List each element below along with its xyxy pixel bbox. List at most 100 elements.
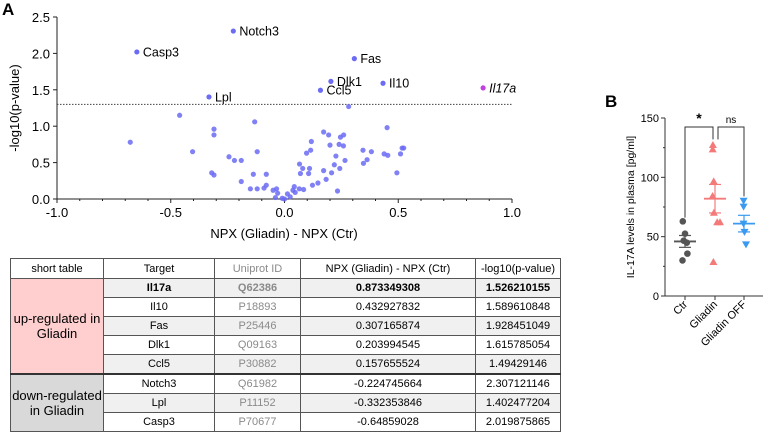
data-point	[333, 153, 339, 159]
data-point	[189, 149, 196, 155]
data-point	[263, 171, 269, 177]
labeled-point	[230, 28, 236, 34]
table-row: Ccl5 P30882 0.157655524 1.49429146	[11, 354, 561, 375]
data-point	[127, 139, 133, 145]
cell-npx: 0.157655524	[300, 354, 476, 375]
x-tick-label: -0.5	[160, 205, 182, 220]
table-row: up-regulated in Gliadin Il17a Q62386 0.8733…	[10, 278, 561, 375]
data-point	[308, 138, 314, 145]
data-point	[323, 176, 329, 182]
data-point	[708, 145, 717, 153]
cell-pvalue: 1.402477204	[475, 393, 561, 413]
cell-npx: -0.224745664	[300, 373, 476, 394]
point-label: Notch3	[239, 25, 279, 39]
x-tick-label: 0.5	[389, 205, 407, 220]
cell-target: Il17a	[103, 278, 215, 298]
data-point	[401, 145, 407, 151]
significance-bracket	[717, 126, 745, 197]
point-label: Fas	[360, 52, 381, 66]
data-point	[252, 119, 258, 125]
data-point	[340, 143, 347, 149]
cell-pvalue: 1.928451049	[475, 316, 561, 336]
data-point	[296, 186, 302, 192]
y-tick-label: 150	[641, 113, 659, 125]
x-tick-label: Ctr	[671, 298, 690, 317]
data-point	[384, 125, 390, 131]
cell-uniprot: Q62386	[214, 278, 301, 298]
data-point	[211, 132, 217, 138]
y-tick-label: 2.0	[32, 46, 50, 61]
cell-npx: 0.873349308	[300, 278, 476, 298]
data-point	[334, 188, 341, 194]
data-point	[315, 180, 321, 186]
cell-npx: -0.332353846	[300, 393, 476, 413]
x-tick-label: -1.0	[46, 205, 68, 220]
labeled-point	[134, 49, 140, 55]
y-tick-label: 2.5	[32, 10, 50, 25]
cell-pvalue: 1.589610848	[475, 297, 561, 317]
y-axis-label: -log10(p-value)	[7, 64, 22, 151]
data-point	[341, 132, 347, 138]
data-point	[321, 129, 327, 135]
data-point	[247, 186, 253, 192]
data-point	[709, 257, 718, 265]
y-tick-label: 0	[653, 291, 659, 303]
significance-label: *	[696, 110, 702, 126]
data-point	[281, 196, 288, 202]
data-point	[309, 182, 316, 188]
x-tick-label: 1.0	[503, 205, 521, 220]
data-point	[292, 189, 298, 196]
data-point	[272, 194, 278, 201]
table-header: short table Target Uniprot ID NPX (Gliad…	[10, 258, 561, 279]
data-point	[238, 157, 244, 164]
table-row: Lpl P11152 -0.332353846 1.402477204	[11, 393, 561, 413]
data-point	[709, 208, 718, 216]
data-point	[337, 165, 343, 172]
x-tick-label: 0.0	[275, 205, 293, 220]
y-tick-label: 0.5	[32, 156, 50, 171]
point-label: Il17a	[489, 81, 516, 95]
data-point	[250, 171, 256, 177]
short-table: short table Target Uniprot ID NPX (Gliad…	[10, 258, 561, 432]
data-point	[301, 186, 307, 193]
cell-target: Fas	[103, 316, 215, 336]
data-point	[360, 147, 366, 153]
cell-target: Notch3	[103, 373, 215, 394]
labeled-point	[380, 80, 386, 86]
cell-target: Casp3	[103, 412, 215, 432]
data-point	[211, 172, 217, 178]
cell-target: Ccl5	[103, 354, 215, 375]
data-point	[296, 161, 303, 167]
table-row: Fas P25446 0.307165874 1.928451049	[11, 316, 561, 336]
point-label: Dlk1	[337, 75, 362, 89]
data-point	[300, 165, 306, 172]
header-npx: NPX (Gliadin) - NPX (Ctr)	[300, 258, 476, 279]
cell-uniprot: P18893	[214, 297, 301, 317]
data-point	[211, 126, 217, 132]
cell-target: Il10	[103, 297, 215, 317]
header-pvalue: -log10(p-value)	[475, 258, 561, 279]
data-point	[739, 197, 748, 205]
data-point	[708, 141, 717, 149]
data-point	[331, 162, 337, 168]
data-point	[297, 170, 304, 177]
cell-pvalue: 2.019875865	[475, 412, 561, 432]
cell-uniprot: P25446	[214, 316, 301, 336]
data-point	[321, 168, 327, 174]
data-point	[346, 103, 352, 110]
cell-target: Dlk1	[103, 335, 215, 355]
table-row: Il10 P18893 0.432927832 1.589610848	[11, 297, 561, 317]
cell-pvalue: 2.307121146	[475, 373, 561, 394]
cell-npx: 0.203994545	[300, 335, 476, 355]
data-point	[385, 152, 391, 158]
data-point	[709, 177, 718, 185]
table-row: down-regulated in Gliadin Notch3 Q61982 -0.…	[10, 373, 561, 432]
data-point	[364, 157, 370, 163]
header-short-table: short table	[10, 258, 104, 279]
group-down-regulated: down-regulated in Gliadin	[10, 373, 104, 432]
labeled-point	[480, 85, 486, 91]
cell-pvalue: 1.49429146	[475, 354, 561, 375]
